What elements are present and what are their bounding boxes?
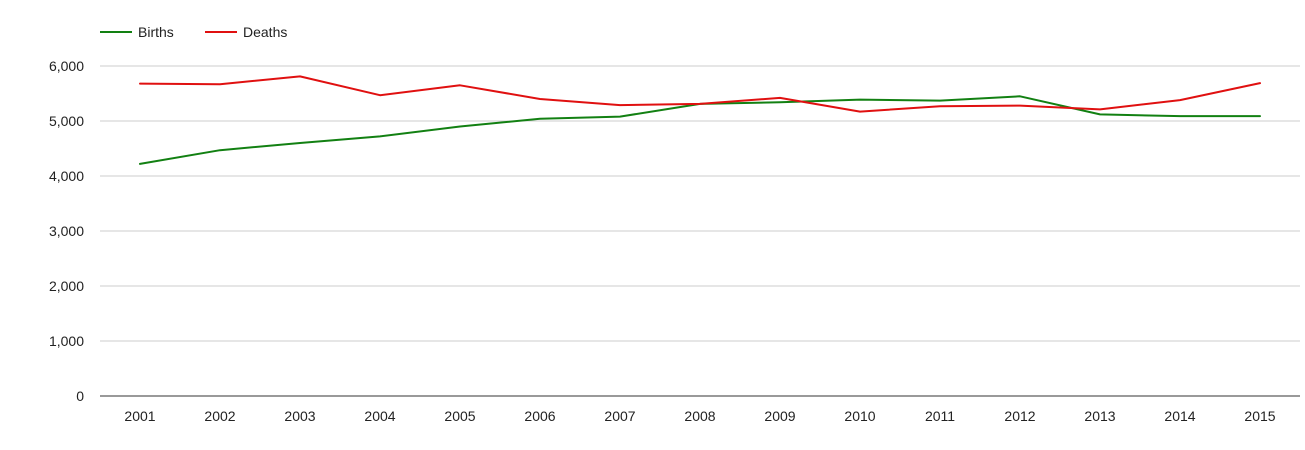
x-tick-label: 2001 [124,408,155,424]
series-line-deaths [139,75,1261,113]
x-tick-label: 2012 [1004,408,1035,424]
legend-label-births: Births [138,24,174,40]
x-tick-label: 2004 [364,408,395,424]
x-tick-label: 2007 [604,408,635,424]
x-tick-label: 2014 [1164,408,1195,424]
gridlines [100,65,1300,342]
x-tick-label: 2002 [204,408,235,424]
series-line-births [139,95,1261,165]
y-tick-label: 6,000 [49,58,84,74]
y-tick-label: 1,000 [49,333,84,349]
y-axis-ticks: 0 1,000 2,000 3,000 4,000 5,000 6,000 [49,58,84,404]
legend: Births Deaths [100,24,287,40]
x-tick-label: 2010 [844,408,875,424]
x-tick-label: 2015 [1244,408,1275,424]
y-tick-label: 3,000 [49,223,84,239]
legend-label-deaths: Deaths [243,24,287,40]
x-tick-label: 2009 [764,408,795,424]
series-lines [139,75,1261,165]
x-tick-label: 2013 [1084,408,1115,424]
x-tick-label: 2006 [524,408,555,424]
x-tick-label: 2008 [684,408,715,424]
y-tick-label: 4,000 [49,168,84,184]
x-axis-ticks: 2001 2002 2003 2004 2005 2006 2007 2008 2009 2010… [124,408,1275,424]
x-tick-label: 2011 [925,408,955,424]
y-tick-label: 5,000 [49,113,84,129]
y-tick-label: 0 [76,388,84,404]
x-tick-label: 2003 [284,408,315,424]
x-tick-label: 2005 [444,408,475,424]
y-tick-label: 2,000 [49,278,84,294]
